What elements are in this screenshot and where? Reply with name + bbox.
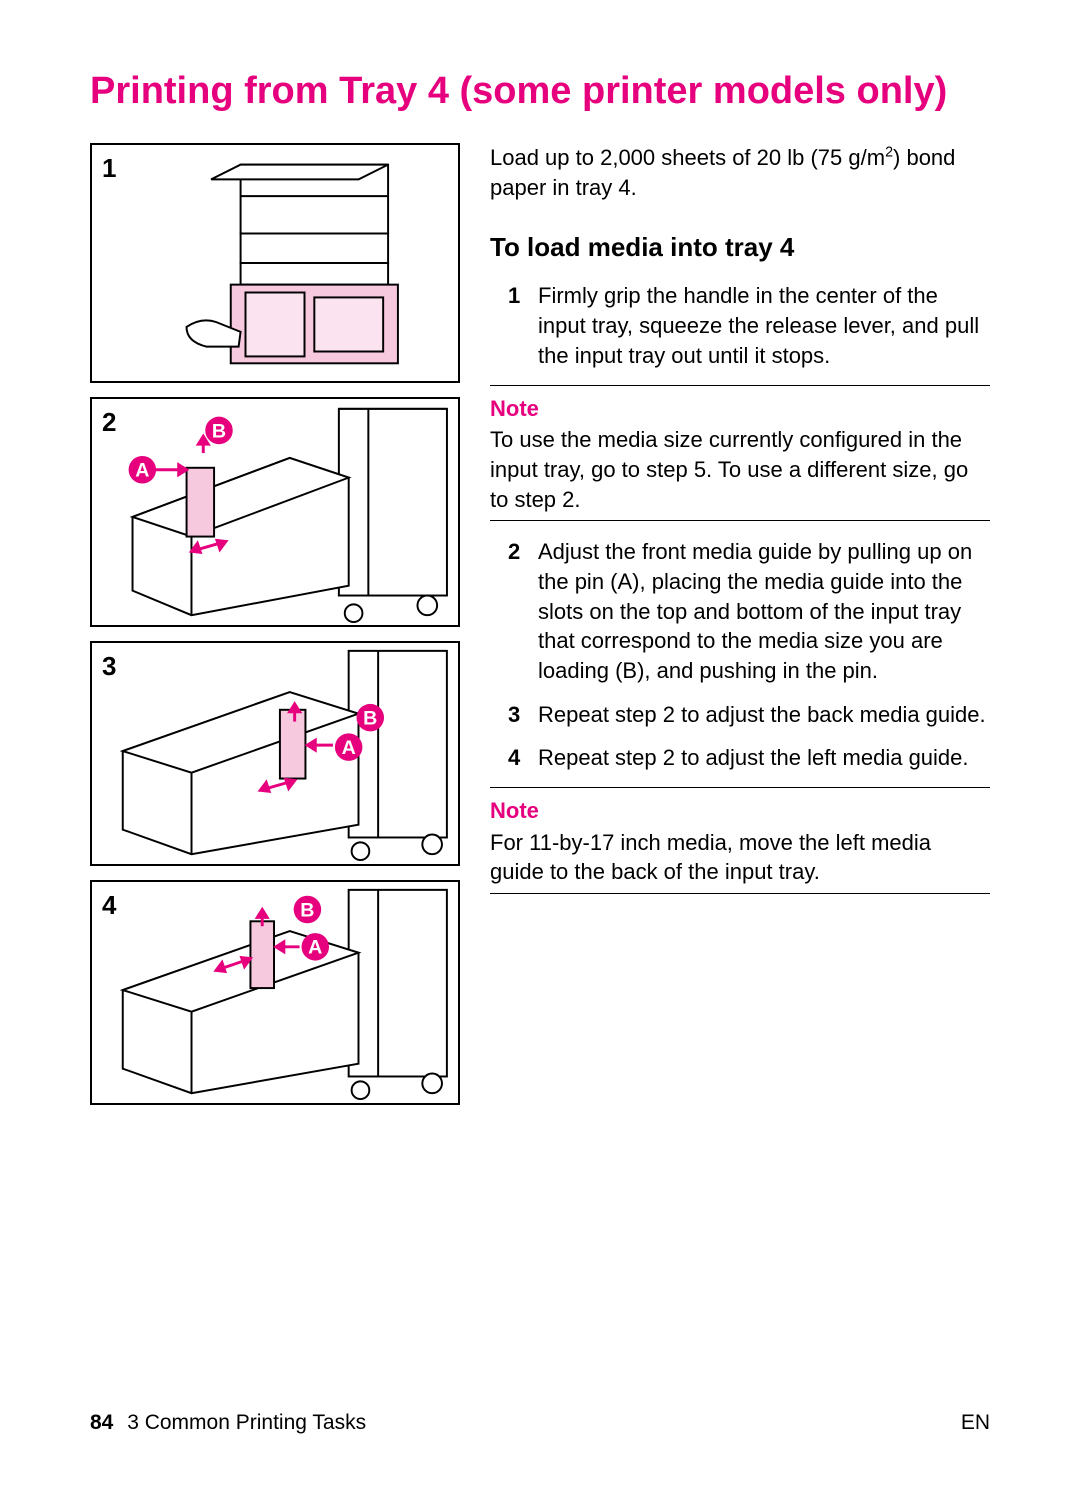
note-text: For 11-by-17 inch media, move the left m…: [490, 828, 990, 887]
note-rule: [490, 787, 990, 788]
note-label: Note: [490, 394, 990, 424]
step-text: Repeat step 2 to adjust the back media g…: [538, 700, 990, 730]
step-3: 3 Repeat step 2 to adjust the back media…: [490, 700, 990, 730]
printer-illustration-1: [92, 145, 458, 381]
callout-a: A: [308, 937, 322, 959]
step-2: 2 Adjust the front media guide by pullin…: [490, 537, 990, 685]
page-title: Printing from Tray 4 (some printer model…: [90, 70, 990, 113]
step-number: 3: [508, 700, 538, 730]
callout-b: B: [363, 708, 377, 730]
content-row: 1 2: [90, 143, 990, 1119]
text-column: Load up to 2,000 sheets of 20 lb (75 g/m…: [490, 143, 990, 1119]
subheading: To load media into tray 4: [490, 230, 990, 265]
figure-2: 2: [90, 397, 460, 627]
note-label: Note: [490, 796, 990, 826]
intro-text: Load up to 2,000 sheets of 20 lb (75 g/m…: [490, 143, 990, 202]
tray-illustration-2: B A: [92, 399, 458, 625]
tray-illustration-4: B A: [92, 882, 458, 1103]
footer-lang: EN: [961, 1411, 990, 1435]
step-4: 4 Repeat step 2 to adjust the left media…: [490, 743, 990, 773]
figure-4: 4: [90, 880, 460, 1105]
page-footer: 84 3 Common Printing Tasks EN: [90, 1411, 990, 1435]
step-text: Repeat step 2 to adjust the left media g…: [538, 743, 990, 773]
step-number: 2: [508, 537, 538, 685]
figure-number: 2: [102, 407, 116, 438]
step-number: 4: [508, 743, 538, 773]
callout-b: B: [212, 420, 226, 442]
note-block-1: Note To use the media size currently con…: [490, 385, 990, 522]
note-rule: [490, 893, 990, 894]
page-number: 84: [90, 1411, 113, 1434]
step-number: 1: [508, 281, 538, 370]
note-rule: [490, 385, 990, 386]
tray-illustration-3: B A: [92, 643, 458, 864]
figure-number: 3: [102, 651, 116, 682]
callout-b: B: [300, 899, 314, 921]
figure-3: 3: [90, 641, 460, 866]
step-text: Adjust the front media guide by pulling …: [538, 537, 990, 685]
callout-a: A: [342, 737, 356, 759]
step-1: 1 Firmly grip the handle in the center o…: [490, 281, 990, 370]
footer-left: 84 3 Common Printing Tasks: [90, 1411, 366, 1435]
figure-number: 4: [102, 890, 116, 921]
figures-column: 1 2: [90, 143, 460, 1119]
note-rule: [490, 520, 990, 521]
figure-1: 1: [90, 143, 460, 383]
callout-a: A: [135, 460, 149, 482]
step-text: Firmly grip the handle in the center of …: [538, 281, 990, 370]
figure-number: 1: [102, 153, 116, 184]
footer-section: 3 Common Printing Tasks: [127, 1411, 366, 1434]
note-text: To use the media size currently configur…: [490, 425, 990, 514]
note-block-2: Note For 11-by-17 inch media, move the l…: [490, 787, 990, 894]
